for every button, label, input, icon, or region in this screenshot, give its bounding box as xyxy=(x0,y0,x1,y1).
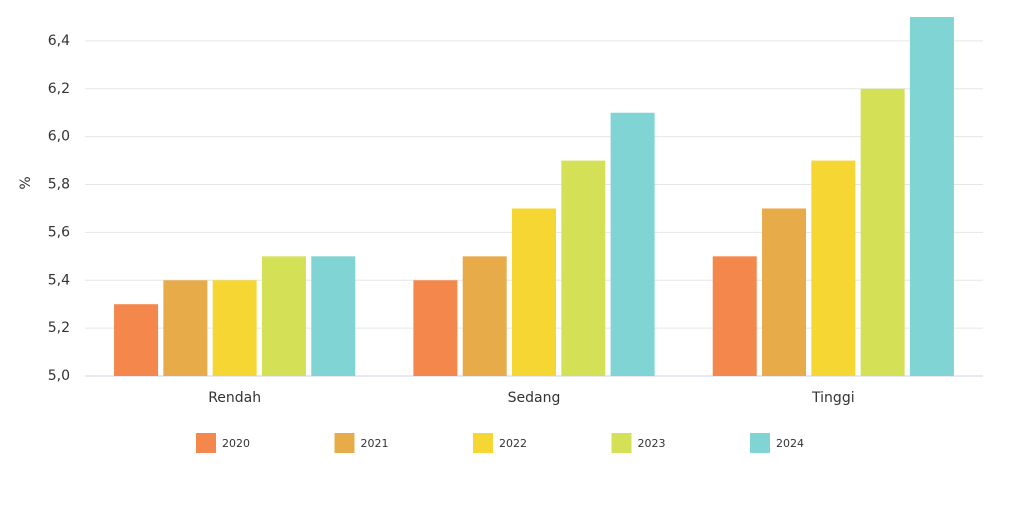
bar xyxy=(311,256,356,376)
bar xyxy=(212,280,257,376)
y-tick-label: 5,6 xyxy=(48,224,70,240)
legend-label: 2022 xyxy=(499,437,527,450)
legend-swatch xyxy=(473,433,493,453)
legend-swatch xyxy=(611,433,632,453)
y-tick-label: 6,2 xyxy=(48,81,70,97)
legend-swatch xyxy=(750,433,770,453)
bar xyxy=(860,88,905,377)
bar xyxy=(811,160,856,376)
legend-label: 2024 xyxy=(776,437,804,450)
legend-swatch xyxy=(334,433,355,453)
bar xyxy=(762,208,807,376)
bar xyxy=(163,280,208,376)
x-tick-label: Tinggi xyxy=(811,390,855,406)
y-tick-label: 6,0 xyxy=(48,129,70,145)
bar xyxy=(114,304,159,376)
legend-label: 2023 xyxy=(638,437,666,450)
bar xyxy=(413,280,458,376)
bar xyxy=(712,256,757,376)
legend-label: 2021 xyxy=(361,437,389,450)
bar xyxy=(512,208,556,376)
x-tick-label: Rendah xyxy=(208,390,261,406)
y-axis-label: % xyxy=(18,176,34,189)
bar xyxy=(561,160,606,376)
bar xyxy=(909,17,954,376)
y-tick-label: 5,4 xyxy=(48,272,70,288)
y-tick-label: 5,8 xyxy=(48,177,70,193)
y-tick-label: 5,0 xyxy=(48,368,70,384)
y-tick-label: 5,2 xyxy=(48,320,70,336)
bar xyxy=(462,256,507,376)
bar xyxy=(610,112,655,376)
legend-label: 2020 xyxy=(222,437,250,450)
legend-swatch xyxy=(196,433,216,453)
y-tick-label: 6,4 xyxy=(48,33,70,49)
x-tick-label: Sedang xyxy=(508,390,561,406)
bar xyxy=(261,256,306,376)
